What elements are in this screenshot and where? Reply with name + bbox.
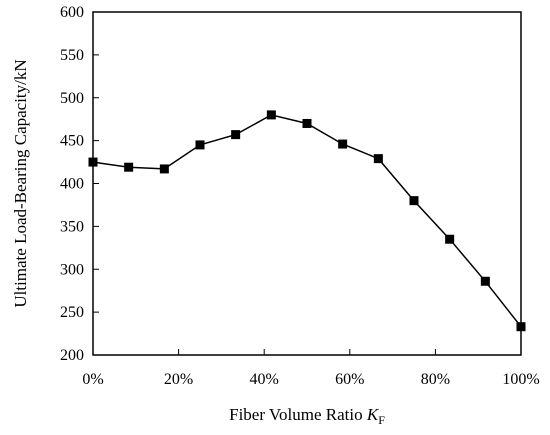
series-line	[92, 114, 522, 328]
x-tick-label: 0%	[82, 371, 103, 388]
x-tick-label: 80%	[421, 371, 450, 388]
x-axis-title-text: Fiber Volume Ratio	[229, 405, 363, 424]
x-tick-label: 20%	[164, 371, 193, 388]
data-point-marker	[231, 130, 241, 140]
x-axis-ticks: 0% 20% 40% 60% 80% 100%	[82, 349, 540, 388]
x-tick-label: 40%	[250, 371, 279, 388]
data-point-marker	[195, 140, 205, 150]
y-tick-label: 600	[60, 4, 84, 21]
y-tick-label: 550	[60, 47, 84, 64]
y-tick-label: 300	[60, 261, 84, 278]
data-point-marker	[302, 118, 312, 128]
x-axis-title: Fiber Volume Ratio KF	[229, 405, 385, 427]
y-tick-label: 350	[60, 218, 84, 235]
data-point-marker	[373, 154, 383, 164]
y-tick-label: 400	[60, 176, 84, 193]
y-tick-label: 250	[60, 304, 84, 321]
y-tick-label: 500	[60, 90, 84, 107]
data-point-marker	[159, 164, 169, 174]
y-axis-ticks: 200 250 300 350 400 450 500 550 600	[60, 4, 99, 364]
data-point-marker	[338, 139, 348, 149]
y-axis-title: Ultimate Load-Bearing Capacity/kN	[11, 59, 30, 307]
series-layer	[88, 110, 526, 332]
y-tick-label: 200	[60, 347, 84, 364]
x-axis-title-symbol: K	[366, 405, 380, 424]
data-point-marker	[480, 276, 490, 286]
data-point-marker	[124, 162, 134, 172]
data-point-marker	[445, 234, 455, 244]
data-point-marker	[409, 196, 419, 206]
x-tick-label: 60%	[335, 371, 364, 388]
x-axis-title-subscript: F	[378, 413, 385, 427]
x-tick-label: 100%	[502, 371, 539, 388]
y-tick-label: 450	[60, 133, 84, 150]
data-point-marker	[266, 110, 276, 120]
plot-area-frame	[92, 11, 522, 356]
